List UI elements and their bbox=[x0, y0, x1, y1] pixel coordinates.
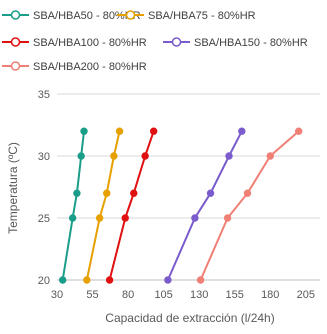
data-point bbox=[95, 214, 104, 222]
x-tick-label: 180 bbox=[261, 289, 279, 301]
data-point bbox=[115, 127, 124, 135]
legend-label: SBA/HBA75 - 80%HR bbox=[148, 10, 256, 22]
data-point bbox=[77, 152, 85, 160]
data-point bbox=[110, 152, 118, 160]
data-point bbox=[83, 276, 91, 284]
legend-swatch-marker bbox=[125, 10, 136, 20]
y-tick-label: 35 bbox=[38, 89, 50, 101]
data-point bbox=[73, 189, 81, 197]
series-3 bbox=[105, 127, 158, 284]
legend-item-5: SBA/HBA200 - 80%HR bbox=[2, 61, 147, 73]
legend-label: SBA/HBA50 - 80%HR bbox=[33, 10, 141, 22]
legend-swatch-marker bbox=[10, 61, 21, 71]
x-tick-label: 105 bbox=[154, 289, 172, 301]
legend-label: SBA/HBA100 - 80%HR bbox=[33, 37, 147, 49]
y-tick-label: 30 bbox=[38, 151, 50, 163]
x-axis-title: Capacidad de extracción (l/24h) bbox=[105, 311, 274, 325]
data-point bbox=[225, 152, 233, 160]
data-point bbox=[105, 276, 114, 284]
data-point bbox=[191, 214, 199, 222]
data-point bbox=[164, 276, 172, 284]
legend-swatch-marker bbox=[10, 37, 21, 47]
x-tick-label: 55 bbox=[86, 289, 98, 301]
axes: 20 25 30 35 30 55 80 105 130 155 180 205 bbox=[38, 89, 315, 301]
data-point bbox=[238, 127, 246, 135]
legend-item-2: SBA/HBA75 - 80%HR bbox=[117, 10, 256, 22]
legend-label: SBA/HBA200 - 80%HR bbox=[33, 61, 147, 73]
legend: SBA/HBA50 - 80%HR SBA/HBA75 - 80%HR SBA/HB… bbox=[2, 10, 308, 73]
series-5 bbox=[196, 127, 303, 284]
data-point bbox=[121, 214, 129, 222]
data-point bbox=[103, 189, 111, 197]
legend-swatch-marker bbox=[10, 10, 21, 20]
data-point bbox=[149, 127, 158, 135]
data-point bbox=[196, 276, 205, 284]
data-point bbox=[58, 276, 67, 284]
y-axis-title: Temperatura (ºC) bbox=[6, 142, 20, 234]
legend-label: SBA/HBA150 - 80%HR bbox=[194, 37, 308, 49]
data-point bbox=[130, 189, 138, 197]
series-2 bbox=[83, 127, 124, 284]
data-point bbox=[141, 152, 149, 160]
legend-item-4: SBA/HBA150 - 80%HR bbox=[163, 37, 308, 49]
gridlines bbox=[57, 93, 320, 281]
data-point bbox=[294, 127, 303, 135]
data-point bbox=[68, 214, 77, 222]
series-line bbox=[199, 130, 300, 281]
legend-swatch-marker bbox=[171, 37, 182, 47]
data-point bbox=[223, 214, 232, 222]
x-tick-label: 155 bbox=[226, 289, 244, 301]
x-tick-label: 80 bbox=[122, 289, 134, 301]
legend-item-3: SBA/HBA100 - 80%HR bbox=[2, 37, 147, 49]
x-tick-label: 205 bbox=[297, 289, 315, 301]
data-point bbox=[80, 127, 88, 135]
data-point bbox=[206, 189, 215, 197]
x-tick-label: 30 bbox=[51, 289, 63, 301]
y-tick-label: 20 bbox=[38, 275, 50, 287]
legend-item-1: SBA/HBA50 - 80%HR bbox=[2, 10, 141, 22]
data-point bbox=[266, 152, 274, 160]
series-4 bbox=[164, 127, 246, 284]
series-1 bbox=[58, 127, 88, 284]
x-tick-label: 130 bbox=[190, 289, 208, 301]
series-layer bbox=[58, 127, 303, 284]
y-tick-label: 25 bbox=[38, 213, 50, 225]
data-point bbox=[243, 189, 252, 197]
